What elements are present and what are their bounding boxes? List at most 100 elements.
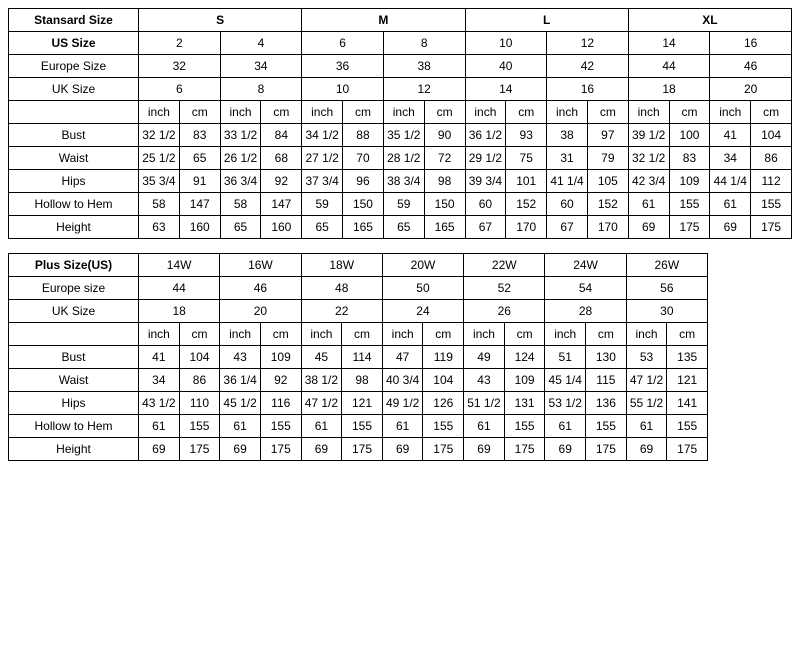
cell: 92 xyxy=(260,369,301,392)
cell: 150 xyxy=(424,193,465,216)
cell: 69 xyxy=(139,438,180,461)
plus-4: 22W xyxy=(464,254,545,277)
cell: 35 1/2 xyxy=(383,124,424,147)
cell: 35 3/4 xyxy=(139,170,180,193)
header-standard: Stansard Size xyxy=(9,9,139,32)
cell: 175 xyxy=(260,438,301,461)
cell: 155 xyxy=(179,415,220,438)
cell: 109 xyxy=(260,346,301,369)
table-row: Waist25 1/26526 1/26827 1/27028 1/27229 … xyxy=(9,147,792,170)
cell: 45 xyxy=(301,346,342,369)
cell: 150 xyxy=(343,193,384,216)
cell: 69 xyxy=(628,216,669,239)
table-row: Height6917569175691756917569175691756917… xyxy=(9,438,708,461)
cell: 59 xyxy=(383,193,424,216)
cell: 75 xyxy=(506,147,547,170)
cell: 45 1/4 xyxy=(545,369,586,392)
cell: 69 xyxy=(545,438,586,461)
uk-1: 8 xyxy=(220,78,302,101)
cell: 119 xyxy=(423,346,464,369)
us-6: 14 xyxy=(628,32,710,55)
cell: 155 xyxy=(751,193,792,216)
cell: 68 xyxy=(261,147,302,170)
cell: 51 1/2 xyxy=(464,392,505,415)
cell: 155 xyxy=(342,415,383,438)
cell: 55 1/2 xyxy=(626,392,667,415)
cell: 170 xyxy=(506,216,547,239)
cell: 65 xyxy=(220,216,261,239)
cell: 34 xyxy=(710,147,751,170)
group-xl: XL xyxy=(628,9,791,32)
cell: 175 xyxy=(667,438,708,461)
cell: 69 xyxy=(710,216,751,239)
unit-row-1: inchcm inchcm inchcm inchcm inchcm inchc… xyxy=(9,101,792,124)
cell: 43 xyxy=(220,346,261,369)
cell: 112 xyxy=(751,170,792,193)
eu-4: 40 xyxy=(465,55,547,78)
measure-label: Bust xyxy=(9,346,139,369)
header-plus: Plus Size(US) xyxy=(9,254,139,277)
cell: 36 3/4 xyxy=(220,170,261,193)
cell: 34 1/2 xyxy=(302,124,343,147)
cell: 130 xyxy=(586,346,627,369)
cell: 67 xyxy=(465,216,506,239)
table-row: Bust32 1/28333 1/28434 1/28835 1/29036 1… xyxy=(9,124,792,147)
us-size-label: US Size xyxy=(9,32,139,55)
cell: 165 xyxy=(343,216,384,239)
cell: 38 xyxy=(547,124,588,147)
plus-2: 18W xyxy=(301,254,382,277)
cell: 60 xyxy=(547,193,588,216)
cell: 25 1/2 xyxy=(139,147,180,170)
cell: 147 xyxy=(261,193,302,216)
cell: 160 xyxy=(261,216,302,239)
cell: 135 xyxy=(667,346,708,369)
cell: 124 xyxy=(504,346,545,369)
cell: 70 xyxy=(343,147,384,170)
cell: 114 xyxy=(342,346,383,369)
cell: 104 xyxy=(423,369,464,392)
cell: 72 xyxy=(424,147,465,170)
cell: 32 1/2 xyxy=(628,147,669,170)
cell: 121 xyxy=(667,369,708,392)
cell: 40 3/4 xyxy=(382,369,423,392)
cell: 32 1/2 xyxy=(139,124,180,147)
cell: 27 1/2 xyxy=(302,147,343,170)
cell: 83 xyxy=(179,124,220,147)
measure-label: Hollow to Hem xyxy=(9,415,139,438)
cell: 98 xyxy=(342,369,383,392)
cell: 59 xyxy=(302,193,343,216)
cell: 65 xyxy=(383,216,424,239)
plus-3: 20W xyxy=(382,254,463,277)
cell: 61 xyxy=(626,415,667,438)
cell: 155 xyxy=(586,415,627,438)
measure-label: Height xyxy=(9,216,139,239)
cell: 67 xyxy=(547,216,588,239)
cell: 49 1/2 xyxy=(382,392,423,415)
plus-size-table: Plus Size(US) 14W 16W 18W 20W 22W 24W 26… xyxy=(8,253,708,461)
measure-label: Bust xyxy=(9,124,139,147)
cell: 92 xyxy=(261,170,302,193)
plus-6: 26W xyxy=(626,254,707,277)
table-row: Hollow to Hem611556115561155611556115561… xyxy=(9,415,708,438)
table-row: Waist348636 1/49238 1/29840 3/4104431094… xyxy=(9,369,708,392)
cell: 36 1/4 xyxy=(220,369,261,392)
cell: 96 xyxy=(343,170,384,193)
us-5: 12 xyxy=(547,32,629,55)
cell: 44 1/4 xyxy=(710,170,751,193)
cell: 160 xyxy=(179,216,220,239)
eu-0: 32 xyxy=(139,55,221,78)
us-4: 10 xyxy=(465,32,547,55)
cell: 61 xyxy=(464,415,505,438)
us-3: 8 xyxy=(383,32,465,55)
cell: 86 xyxy=(751,147,792,170)
cell: 45 1/2 xyxy=(220,392,261,415)
cell: 175 xyxy=(586,438,627,461)
eu-7: 46 xyxy=(710,55,792,78)
cell: 141 xyxy=(667,392,708,415)
cell: 69 xyxy=(382,438,423,461)
cell: 155 xyxy=(504,415,545,438)
table-row: Hollow to Hem581475814759150591506015260… xyxy=(9,193,792,216)
cell: 109 xyxy=(669,170,710,193)
cell: 41 1/4 xyxy=(547,170,588,193)
cell: 83 xyxy=(669,147,710,170)
